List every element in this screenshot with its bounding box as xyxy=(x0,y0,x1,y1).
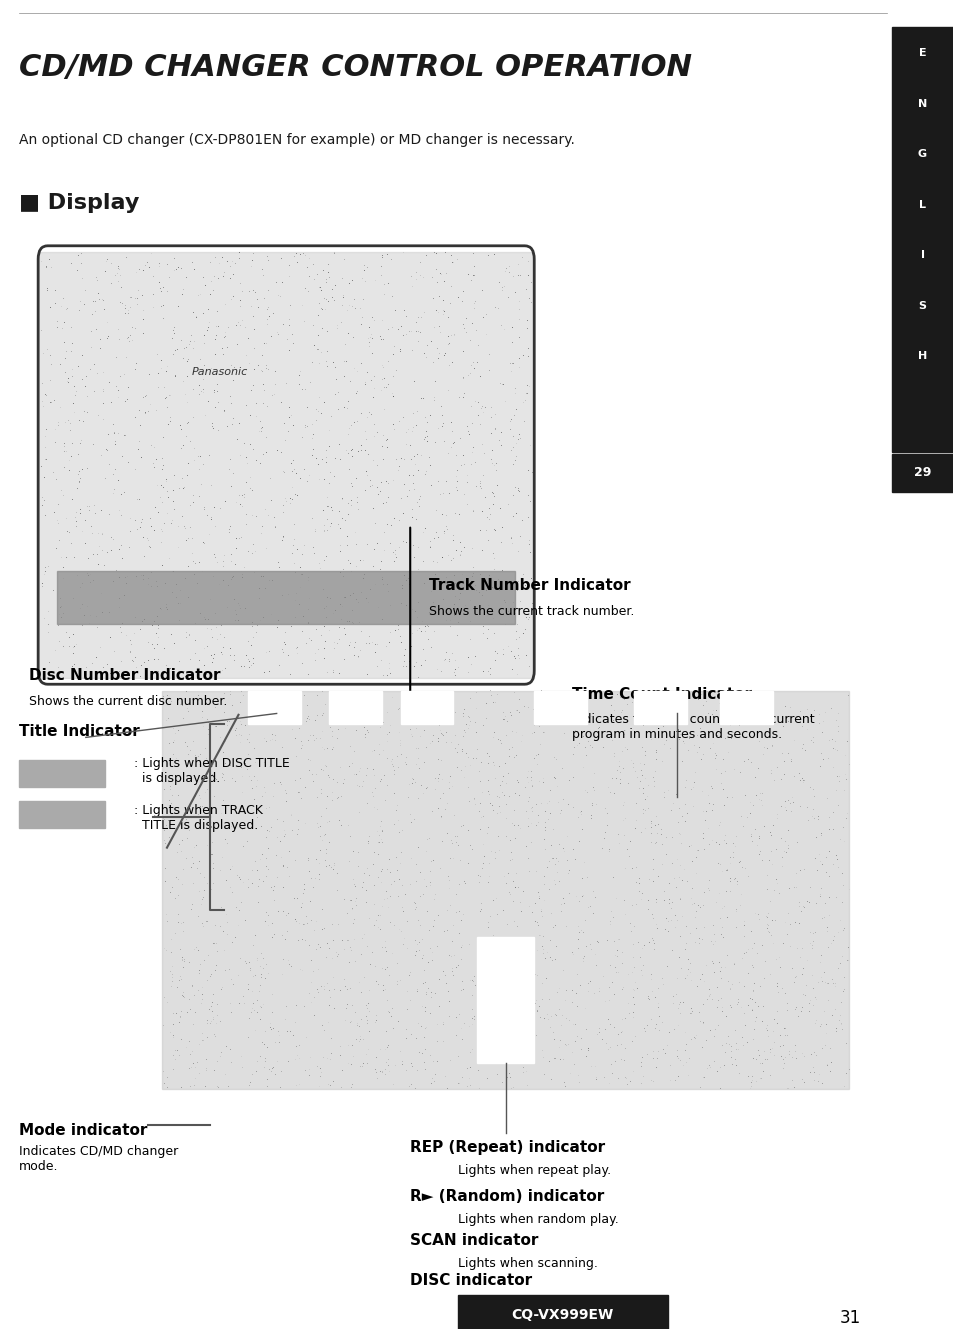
Bar xyxy=(248,691,300,725)
Text: Lights when scanning.: Lights when scanning. xyxy=(457,1257,598,1269)
Bar xyxy=(162,691,848,1090)
Bar xyxy=(476,936,534,1063)
Bar xyxy=(457,1296,667,1328)
Text: Track Number Indicator: Track Number Indicator xyxy=(429,578,630,593)
Bar xyxy=(891,27,953,452)
Text: Lights when random play.: Lights when random play. xyxy=(457,1213,618,1225)
Text: Shows the current track number.: Shows the current track number. xyxy=(429,605,634,618)
Text: Lights when repeat play.: Lights when repeat play. xyxy=(457,1164,611,1177)
Text: Shows the current disc number.: Shows the current disc number. xyxy=(29,695,227,707)
Text: 29: 29 xyxy=(913,466,930,480)
Text: 31: 31 xyxy=(839,1308,860,1327)
Text: CQ-VX999EW: CQ-VX999EW xyxy=(511,1308,614,1323)
Bar xyxy=(400,691,453,725)
Text: : Lights when DISC TITLE
  is displayed.: : Lights when DISC TITLE is displayed. xyxy=(133,758,289,786)
Text: G: G xyxy=(917,149,926,159)
Text: R► (Random) indicator: R► (Random) indicator xyxy=(410,1189,604,1204)
Text: S: S xyxy=(918,301,925,310)
Text: An optional CD changer (CX-DP801EN for example) or MD changer is necessary.: An optional CD changer (CX-DP801EN for e… xyxy=(19,133,575,147)
Bar xyxy=(534,691,586,725)
Bar xyxy=(720,691,772,725)
Text: SCAN indicator: SCAN indicator xyxy=(410,1233,538,1248)
Bar xyxy=(891,454,953,492)
Text: Panasonic: Panasonic xyxy=(192,368,247,377)
Text: Mode indicator: Mode indicator xyxy=(19,1123,148,1138)
Text: ■ Display: ■ Display xyxy=(19,193,139,213)
Text: Disc Number Indicator: Disc Number Indicator xyxy=(29,669,220,683)
Bar xyxy=(38,253,534,678)
Text: Title Indicator: Title Indicator xyxy=(19,725,140,739)
Bar xyxy=(329,691,381,725)
Text: Indicates the time count of the current
program in minutes and seconds.: Indicates the time count of the current … xyxy=(572,714,814,742)
Text: Lights when disc repeat, disc
random or disc scanning.: Lights when disc repeat, disc random or … xyxy=(457,1297,639,1325)
Text: DISC indicator: DISC indicator xyxy=(410,1273,532,1288)
Text: E: E xyxy=(918,48,925,59)
Text: H: H xyxy=(917,352,926,361)
Text: REP (Repeat) indicator: REP (Repeat) indicator xyxy=(410,1140,605,1155)
Text: Indicates CD/MD changer
mode.: Indicates CD/MD changer mode. xyxy=(19,1146,178,1173)
Bar xyxy=(57,571,515,625)
Bar xyxy=(19,801,105,827)
Text: L: L xyxy=(918,200,925,209)
Text: : Lights when TRACK
  TITLE is displayed.: : Lights when TRACK TITLE is displayed. xyxy=(133,803,262,831)
Bar xyxy=(19,761,105,786)
Text: N: N xyxy=(917,99,926,109)
Text: CD/MD CHANGER CONTROL OPERATION: CD/MD CHANGER CONTROL OPERATION xyxy=(19,53,691,83)
Text: Time Count Indicator: Time Count Indicator xyxy=(572,687,752,702)
Text: I: I xyxy=(920,250,923,260)
Bar xyxy=(634,691,686,725)
